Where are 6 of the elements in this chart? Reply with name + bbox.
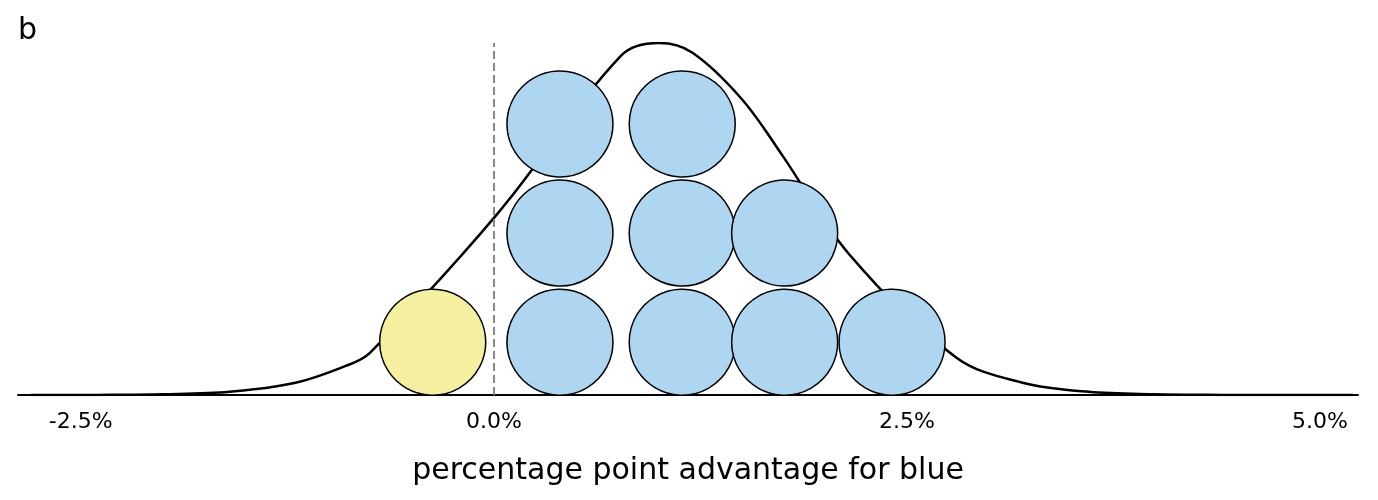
x-tick-label: -2.5%	[48, 407, 113, 433]
chart-title: b	[18, 10, 38, 46]
x-axis-title: percentage point advantage for blue	[412, 450, 964, 486]
x-tick-label: 5.0%	[1292, 407, 1348, 433]
x-tick-label: 0.0%	[465, 407, 522, 433]
x-tick-label: 2.5%	[878, 407, 935, 433]
